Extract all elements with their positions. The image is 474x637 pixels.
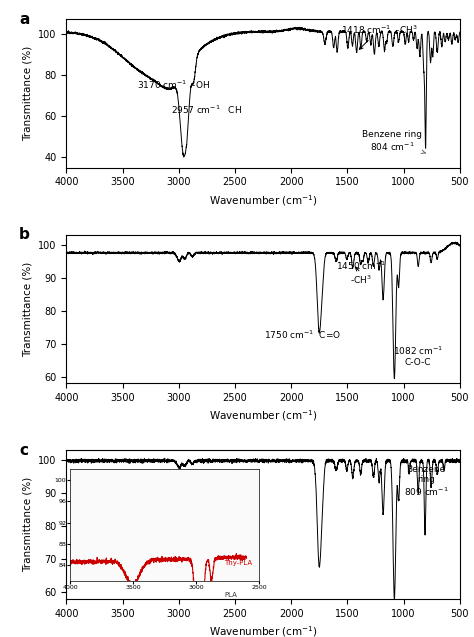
Text: 1750 cm$^{-1}$  C=O: 1750 cm$^{-1}$ C=O	[264, 328, 341, 341]
Text: 1450 cm$^{-1}$
-CH$^3$: 1450 cm$^{-1}$ -CH$^3$	[336, 259, 386, 286]
Text: 1082 cm$^{-1}$
C-O-C: 1082 cm$^{-1}$ C-O-C	[393, 344, 443, 367]
Y-axis label: Transmittance (%): Transmittance (%)	[23, 261, 33, 357]
Text: b: b	[19, 227, 30, 242]
Text: 2957 cm$^{-1}$   CH: 2957 cm$^{-1}$ CH	[171, 104, 242, 116]
X-axis label: Wavenumber (cm$^{-1}$): Wavenumber (cm$^{-1}$)	[209, 624, 318, 637]
Text: 1418 cm$^{-1}$  -CH$^3$: 1418 cm$^{-1}$ -CH$^3$	[341, 23, 417, 50]
Text: Benzene ring
804 cm$^{-1}$: Benzene ring 804 cm$^{-1}$	[362, 130, 425, 154]
Text: 3170 cm$^{-1}$  -OH: 3170 cm$^{-1}$ -OH	[137, 79, 210, 91]
Y-axis label: Transmittance (%): Transmittance (%)	[23, 46, 33, 141]
Text: a: a	[19, 11, 29, 27]
Text: Benzene
ring
809 cm$^{-1}$: Benzene ring 809 cm$^{-1}$	[404, 464, 448, 498]
X-axis label: Wavenumber (cm$^{-1}$): Wavenumber (cm$^{-1}$)	[209, 408, 318, 424]
X-axis label: Wavenumber (cm$^{-1}$): Wavenumber (cm$^{-1}$)	[209, 193, 318, 208]
Text: c: c	[19, 443, 28, 458]
Y-axis label: Transmittance (%): Transmittance (%)	[23, 477, 33, 572]
